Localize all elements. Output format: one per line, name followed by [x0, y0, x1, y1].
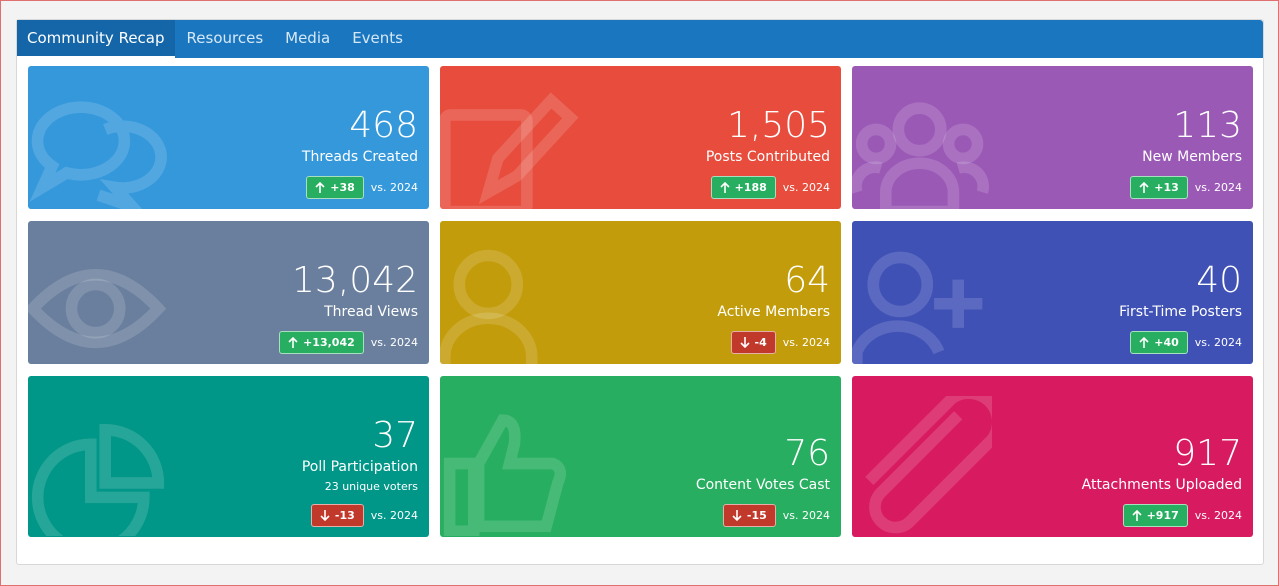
delta-row: -4 vs. 2024: [730, 331, 830, 354]
compare-label: vs. 2024: [1194, 509, 1242, 522]
delta-badge: -13: [310, 504, 364, 527]
delta-value: +188: [734, 181, 767, 194]
stat-card: 917 Attachments Uploaded +917 vs. 2024: [852, 376, 1253, 537]
arrow-up: [315, 182, 325, 193]
stat-card: 13,042 Thread Views +13,042 vs. 2024: [28, 221, 429, 364]
delta-value: +13: [1154, 181, 1179, 194]
compare-label: vs. 2024: [782, 336, 830, 349]
delta-value: +13,042: [303, 336, 355, 349]
card-icon: [28, 269, 167, 348]
stat-value: 40: [1196, 260, 1242, 301]
delta-badge: +40: [1130, 331, 1188, 354]
card-icon: [29, 101, 167, 209]
delta-row: +38 vs. 2024: [306, 176, 418, 199]
delta-value: +917: [1146, 509, 1179, 522]
stat-value: 468: [349, 105, 418, 146]
arrow-down: [320, 510, 330, 521]
delta-badge: +13,042: [279, 331, 364, 354]
arrow-down: [732, 510, 742, 521]
stat-label: Threads Created: [301, 149, 418, 165]
delta-badge: +917: [1122, 504, 1188, 527]
compare-label: vs. 2024: [782, 509, 830, 522]
arrow-up: [1139, 337, 1149, 348]
stat-value: 1,505: [726, 105, 830, 146]
stat-value: 64: [784, 260, 830, 301]
stat-value: 76: [784, 433, 830, 474]
compare-label: vs. 2024: [782, 181, 830, 194]
stat-card: 37 Poll Participation 23 unique voters -13 v…: [28, 376, 429, 537]
card-grid: 468 Threads Created +38 vs. 2024 1,505 Posts …: [28, 66, 1253, 537]
delta-value: -4: [754, 336, 767, 349]
stat-card: 64 Active Members -4 vs. 2024: [440, 221, 841, 364]
card-icon: [443, 414, 567, 536]
stat-label: Content Votes Cast: [695, 477, 830, 493]
compare-label: vs. 2024: [1194, 181, 1242, 194]
card-icon: [440, 249, 538, 364]
card-icon: [852, 102, 989, 209]
stat-label: Active Members: [717, 304, 830, 320]
stat-label: Attachments Uploaded: [1081, 477, 1242, 493]
tab-bar: Community Recap Resources Media Events: [17, 20, 1263, 58]
arrow-up: [1132, 510, 1142, 521]
delta-value: -15: [746, 509, 767, 522]
compare-label: vs. 2024: [1194, 336, 1242, 349]
delta-value: +38: [330, 181, 355, 194]
delta-badge: -15: [722, 504, 776, 527]
arrow-down: [739, 337, 750, 348]
stat-value: 113: [1173, 105, 1242, 146]
tab[interactable]: Events: [352, 29, 403, 47]
arrow-up: [720, 182, 730, 193]
stat-value: 917: [1173, 433, 1242, 474]
stat-value: 37: [372, 415, 418, 456]
stat-card: 1,505 Posts Contributed +188 vs. 2024: [440, 66, 841, 209]
panel: Community Recap Resources Media Events 468 T…: [16, 19, 1264, 565]
delta-row: +917 vs. 2024: [1122, 504, 1242, 527]
delta-value: -13: [334, 509, 355, 522]
stat-label: First-Time Posters: [1119, 304, 1242, 320]
card-icon: [31, 423, 165, 536]
arrow-up: [288, 337, 298, 348]
stat-card: 113 New Members +13 vs. 2024: [852, 66, 1253, 209]
stat-label: Poll Participation: [301, 459, 418, 475]
arrow-up: [1139, 182, 1149, 193]
card-icon: [865, 396, 992, 534]
delta-row: +13,042 vs. 2024: [279, 331, 418, 354]
card-icon: [852, 251, 983, 364]
compare-label: vs. 2024: [370, 181, 418, 194]
compare-label: vs. 2024: [370, 509, 418, 522]
stat-card: 40 First-Time Posters +40 vs. 2024: [852, 221, 1253, 364]
stat-card: 76 Content Votes Cast -15 vs. 2024: [440, 376, 841, 537]
delta-badge: +13: [1130, 176, 1188, 199]
delta-row: -15 vs. 2024: [722, 504, 830, 527]
delta-badge: +188: [710, 176, 776, 199]
delta-row: -13 vs. 2024: [310, 504, 418, 527]
delta-row: +188 vs. 2024: [710, 176, 830, 199]
delta-row: +40 vs. 2024: [1130, 331, 1242, 354]
tab[interactable]: Resources: [186, 29, 264, 47]
delta-badge: +38: [306, 176, 364, 199]
stat-label: New Members: [1142, 149, 1242, 165]
tab[interactable]: Community Recap: [17, 20, 175, 58]
stat-label: Thread Views: [324, 304, 418, 320]
stat-sublabel: 23 unique voters: [324, 480, 418, 493]
stat-label: Posts Contributed: [705, 149, 830, 165]
delta-row: +13 vs. 2024: [1130, 176, 1242, 199]
stat-value: 13,042: [292, 260, 418, 301]
delta-badge: -4: [730, 331, 776, 354]
card-icon: [440, 92, 579, 209]
stat-card: 468 Threads Created +38 vs. 2024: [28, 66, 429, 209]
tab[interactable]: Media: [285, 29, 331, 47]
compare-label: vs. 2024: [370, 336, 418, 349]
delta-value: +40: [1154, 336, 1179, 349]
